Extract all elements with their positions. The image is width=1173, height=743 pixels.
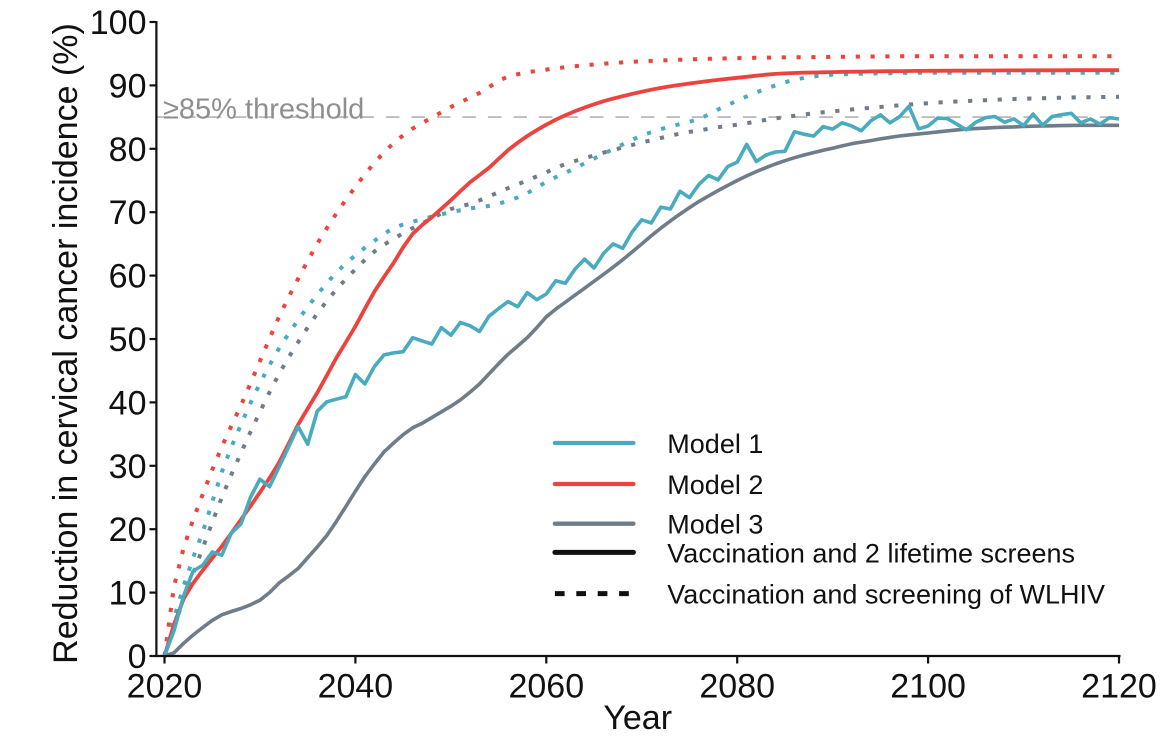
svg-text:50: 50 <box>109 321 147 359</box>
svg-text:Reduction in cervical cancer i: Reduction in cervical cancer incidence (… <box>47 23 85 664</box>
svg-text:0: 0 <box>128 638 147 676</box>
svg-text:2060: 2060 <box>508 668 584 706</box>
svg-text:Model 1: Model 1 <box>667 429 763 459</box>
svg-text:60: 60 <box>109 258 147 296</box>
svg-text:30: 30 <box>109 448 147 486</box>
svg-text:2080: 2080 <box>699 668 775 706</box>
svg-text:100: 100 <box>90 4 147 42</box>
svg-text:Vaccination and 2 lifetime scr: Vaccination and 2 lifetime screens <box>667 538 1075 568</box>
svg-text:Year: Year <box>603 699 672 737</box>
svg-text:10: 10 <box>109 575 147 613</box>
svg-text:Model 3: Model 3 <box>667 510 763 540</box>
svg-text:2120: 2120 <box>1081 668 1157 706</box>
svg-text:70: 70 <box>109 194 147 232</box>
svg-text:2020: 2020 <box>127 668 203 706</box>
svg-text:20: 20 <box>109 511 147 549</box>
svg-text:2040: 2040 <box>318 668 394 706</box>
svg-text:90: 90 <box>109 67 147 105</box>
svg-text:2100: 2100 <box>890 668 966 706</box>
svg-text:80: 80 <box>109 131 147 169</box>
svg-text:Model 2: Model 2 <box>667 470 763 500</box>
svg-text:40: 40 <box>109 384 147 422</box>
svg-text:Vaccination and screening of W: Vaccination and screening of WLHIV <box>667 580 1105 610</box>
svg-text:≥85% threshold: ≥85% threshold <box>163 93 364 125</box>
